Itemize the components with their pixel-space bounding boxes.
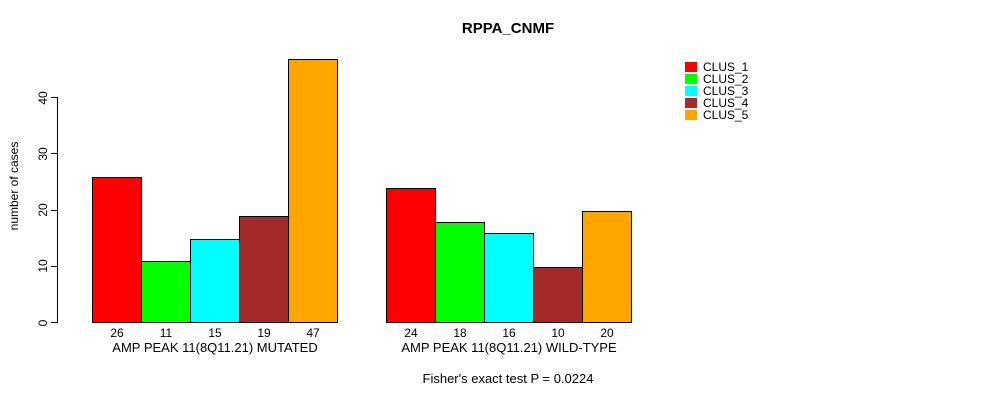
legend-label: CLUS_4 bbox=[703, 96, 749, 110]
legend-label: CLUS_1 bbox=[703, 60, 749, 74]
legend-item-clus_5: CLUS_5 bbox=[685, 109, 748, 121]
legend-swatch-clus_2 bbox=[685, 74, 697, 84]
bar-value-label: 11 bbox=[159, 326, 173, 340]
y-tick-label: 40 bbox=[36, 90, 50, 105]
legend-swatch-clus_5 bbox=[685, 110, 697, 120]
legend-label: CLUS_2 bbox=[703, 72, 749, 86]
legend-item-clus_1: CLUS_1 bbox=[685, 61, 748, 73]
bar-value-label: 19 bbox=[257, 326, 271, 340]
y-tick-mark bbox=[51, 153, 57, 155]
y-axis-label: number of cases bbox=[7, 141, 21, 231]
legend-label: CLUS_5 bbox=[703, 108, 749, 122]
chart-title: RPPA_CNMF bbox=[461, 20, 555, 37]
y-tick-mark bbox=[51, 322, 57, 323]
bar-clus_4-group2 bbox=[533, 266, 583, 323]
bar-value-label: 16 bbox=[502, 326, 516, 340]
legend-label: CLUS_3 bbox=[703, 84, 749, 98]
bar-clus_3-group1 bbox=[190, 238, 240, 323]
bar-clus_2-group2 bbox=[435, 221, 485, 323]
group-axis-label-wild-type: AMP PEAK 11(8Q11.21) WILD-TYPE bbox=[401, 340, 617, 355]
bar-value-label: 15 bbox=[208, 326, 222, 340]
legend-item-clus_4: CLUS_4 bbox=[685, 97, 748, 109]
bar-value-label: 18 bbox=[453, 326, 467, 340]
bar-clus_5-group2 bbox=[582, 210, 632, 323]
bar-value-label: 24 bbox=[404, 326, 418, 340]
y-tick-label: 0 bbox=[36, 319, 50, 326]
legend-item-clus_2: CLUS_2 bbox=[685, 73, 748, 85]
bar-value-label: 20 bbox=[600, 326, 614, 340]
bar-clus_2-group1 bbox=[141, 261, 191, 323]
bar-clus_5-group1 bbox=[288, 58, 338, 323]
y-tick-mark bbox=[51, 265, 57, 267]
bar-clus_1-group2 bbox=[386, 188, 436, 323]
bar-value-label: 26 bbox=[110, 326, 124, 340]
legend-swatch-clus_4 bbox=[685, 98, 697, 108]
bar-clus_3-group2 bbox=[484, 233, 534, 323]
bar-value-label: 47 bbox=[306, 326, 320, 340]
y-tick-label: 30 bbox=[36, 147, 50, 161]
group-axis-label-mutated: AMP PEAK 11(8Q11.21) MUTATED bbox=[112, 340, 318, 355]
fisher-test-annotation: Fisher's exact test P = 0.0224 bbox=[422, 371, 594, 386]
y-tick-label: 20 bbox=[36, 203, 50, 217]
y-tick-label: 10 bbox=[36, 259, 50, 273]
y-tick-mark bbox=[51, 209, 57, 211]
legend-swatch-clus_1 bbox=[685, 62, 697, 72]
legend-item-clus_3: CLUS_3 bbox=[685, 85, 748, 97]
legend: CLUS_1 CLUS_2 CLUS_3 CLUS_4 CLUS_5 bbox=[685, 61, 748, 121]
y-tick-mark bbox=[51, 97, 57, 98]
bar-clus_1-group1 bbox=[92, 176, 142, 323]
bar-value-label: 10 bbox=[551, 326, 565, 340]
legend-swatch-clus_3 bbox=[685, 86, 697, 96]
bar-clus_4-group1 bbox=[239, 216, 289, 323]
y-axis-line bbox=[57, 97, 58, 323]
